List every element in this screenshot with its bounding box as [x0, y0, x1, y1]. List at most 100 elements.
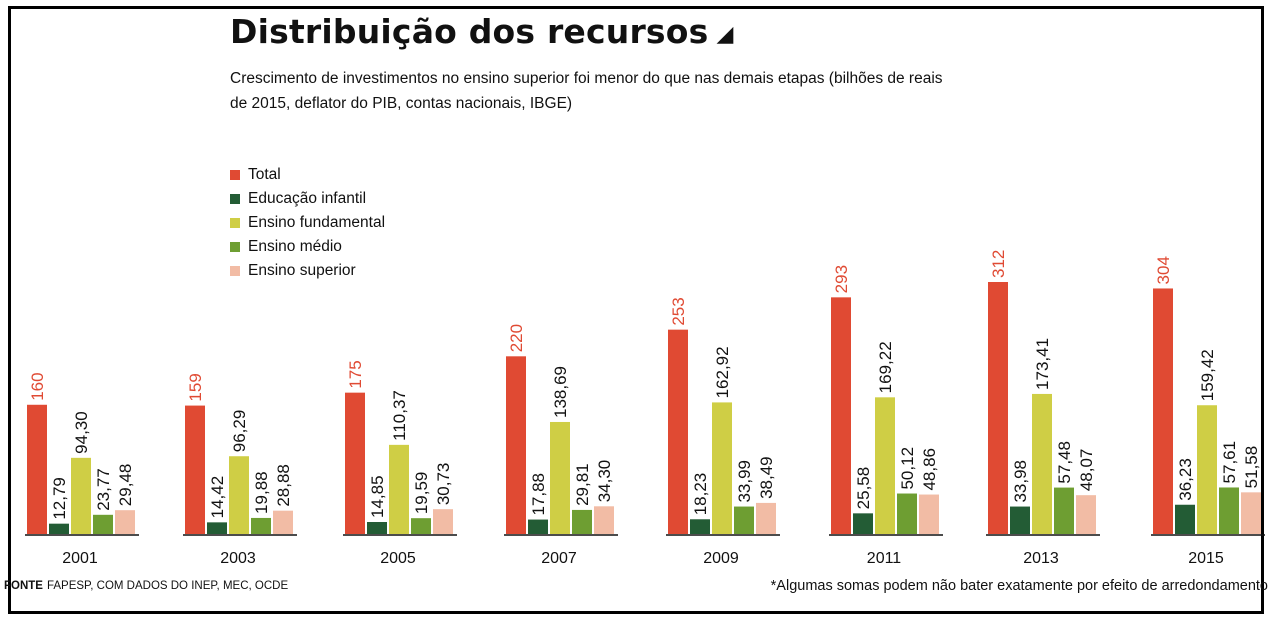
bar-ensino-fundamental-2007 [550, 421, 570, 534]
bar-total-2013 [988, 282, 1008, 534]
bar-total-2011 [831, 297, 851, 534]
bar-total-2001 [27, 404, 47, 534]
legend-item-ensino-fundamental: Ensino fundamental [230, 211, 385, 235]
data-label-total-2013: 312 [989, 250, 1008, 278]
legend-item-ensino-superior: Ensino superior [230, 259, 385, 283]
bar-ensino-fundamental-2009 [712, 402, 732, 534]
data-label-ensino-medio-2003: 19,88 [252, 471, 271, 514]
bar-total-2015 [1153, 288, 1173, 534]
data-label-ensino-medio-2007: 29,81 [573, 463, 592, 506]
data-label-ensino-medio-2005: 19,59 [412, 472, 431, 515]
data-label-total-2015: 304 [1154, 256, 1173, 284]
legend-swatch [230, 266, 240, 276]
data-label-educacao-infantil-2009: 18,23 [691, 473, 710, 516]
legend-swatch [230, 242, 240, 252]
data-label-total-2001: 160 [28, 372, 47, 400]
category-label-2009: 2009 [703, 550, 739, 567]
source-label: FONTE [4, 580, 43, 592]
legend-label: Ensino fundamental [248, 214, 386, 231]
legend-item-ensino-medio: Ensino médio [230, 235, 385, 259]
bar-ensino-fundamental-2005 [389, 444, 409, 534]
data-label-ensino-fundamental-2009: 162,92 [713, 346, 732, 398]
bar-ensino-superior-2015 [1241, 492, 1261, 534]
bar-educacao-infantil-2013 [1010, 506, 1030, 534]
legend-swatch [230, 218, 240, 228]
chart-subtitle: Crescimento de investimentos no ensino s… [230, 70, 943, 112]
category-label-2013: 2013 [1023, 550, 1059, 567]
legend-label: Ensino superior [248, 262, 356, 279]
legend-label: Ensino médio [248, 238, 342, 255]
data-label-ensino-fundamental-2015: 159,42 [1198, 349, 1217, 401]
data-label-educacao-infantil-2005: 14,85 [368, 475, 387, 518]
data-label-ensino-fundamental-2001: 94,30 [72, 411, 91, 454]
bar-ensino-superior-2011 [919, 494, 939, 534]
category-label-2003: 2003 [220, 550, 256, 567]
data-label-ensino-fundamental-2007: 138,69 [551, 366, 570, 418]
bar-ensino-medio-2015 [1219, 487, 1239, 534]
bar-educacao-infantil-2003 [207, 522, 227, 534]
data-label-ensino-superior-2009: 38,49 [757, 456, 776, 499]
data-label-ensino-superior-2003: 28,88 [274, 464, 293, 507]
bar-ensino-medio-2003 [251, 517, 271, 534]
chart-title-text: Distribuição dos recursos [230, 12, 709, 51]
source-line: FONTE FAPESP, COM DADOS DO INEP, MEC, OCD… [4, 580, 288, 592]
bar-ensino-fundamental-2013 [1032, 393, 1052, 534]
bar-total-2007 [506, 356, 526, 534]
bar-ensino-medio-2009 [734, 506, 754, 534]
data-label-educacao-infantil-2011: 25,58 [854, 467, 873, 510]
bar-educacao-infantil-2005 [367, 522, 387, 534]
bar-educacao-infantil-2001 [49, 523, 69, 534]
bar-ensino-superior-2001 [115, 510, 135, 534]
legend-swatch [230, 170, 240, 180]
bar-educacao-infantil-2015 [1175, 504, 1195, 534]
bar-ensino-medio-2011 [897, 493, 917, 534]
data-label-total-2007: 220 [507, 324, 526, 352]
bar-educacao-infantil-2011 [853, 513, 873, 534]
data-label-ensino-superior-2005: 30,73 [434, 463, 453, 506]
category-label-2015: 2015 [1188, 550, 1224, 567]
data-label-educacao-infantil-2001: 12,79 [50, 477, 69, 520]
bar-ensino-fundamental-2001 [71, 457, 91, 534]
bar-total-2005 [345, 392, 365, 534]
bar-ensino-medio-2013 [1054, 487, 1074, 534]
data-label-total-2005: 175 [346, 360, 365, 388]
category-label-2011: 2011 [867, 550, 902, 567]
data-label-ensino-superior-2015: 51,58 [1242, 446, 1261, 489]
bar-ensino-superior-2013 [1076, 495, 1096, 534]
legend-swatch [230, 194, 240, 204]
data-label-total-2003: 159 [186, 373, 205, 401]
data-label-ensino-medio-2013: 57,48 [1055, 441, 1074, 484]
legend-label: Educação infantil [248, 190, 367, 207]
data-label-educacao-infantil-2013: 33,98 [1011, 460, 1030, 503]
category-label-2007: 2007 [541, 550, 577, 567]
bar-educacao-infantil-2009 [690, 519, 710, 534]
bar-ensino-superior-2005 [433, 509, 453, 534]
triangle-icon: ◢ [716, 22, 734, 47]
category-label-2001: 2001 [62, 550, 98, 567]
bar-total-2003 [185, 405, 205, 534]
data-label-total-2009: 253 [669, 297, 688, 325]
bar-ensino-fundamental-2011 [875, 397, 895, 534]
data-label-ensino-fundamental-2003: 96,29 [230, 410, 249, 453]
bar-ensino-fundamental-2003 [229, 456, 249, 534]
bar-ensino-fundamental-2015 [1197, 405, 1217, 534]
legend-item-total: Total [230, 163, 385, 187]
data-label-ensino-superior-2011: 48,86 [920, 448, 939, 491]
legend-item-educacao-infantil: Educação infantil [230, 187, 385, 211]
data-label-ensino-fundamental-2013: 173,41 [1033, 338, 1052, 390]
data-label-ensino-fundamental-2011: 169,22 [876, 341, 895, 393]
legend: Total Educação infantil Ensino fundamental… [230, 163, 385, 283]
data-label-educacao-infantil-2015: 36,23 [1176, 458, 1195, 501]
data-label-ensino-medio-2001: 23,77 [94, 468, 113, 511]
data-label-total-2011: 293 [832, 265, 851, 293]
bar-ensino-superior-2007 [594, 506, 614, 534]
bar-educacao-infantil-2007 [528, 519, 548, 534]
data-label-ensino-fundamental-2005: 110,37 [390, 390, 409, 441]
data-label-ensino-superior-2001: 29,48 [116, 464, 135, 507]
legend-label: Total [248, 166, 281, 183]
data-label-educacao-infantil-2003: 14,42 [208, 476, 227, 519]
chart-title: Distribuição dos recursos ◢ [230, 12, 734, 51]
bar-ensino-medio-2005 [411, 518, 431, 534]
data-label-ensino-medio-2009: 33,99 [735, 460, 754, 503]
